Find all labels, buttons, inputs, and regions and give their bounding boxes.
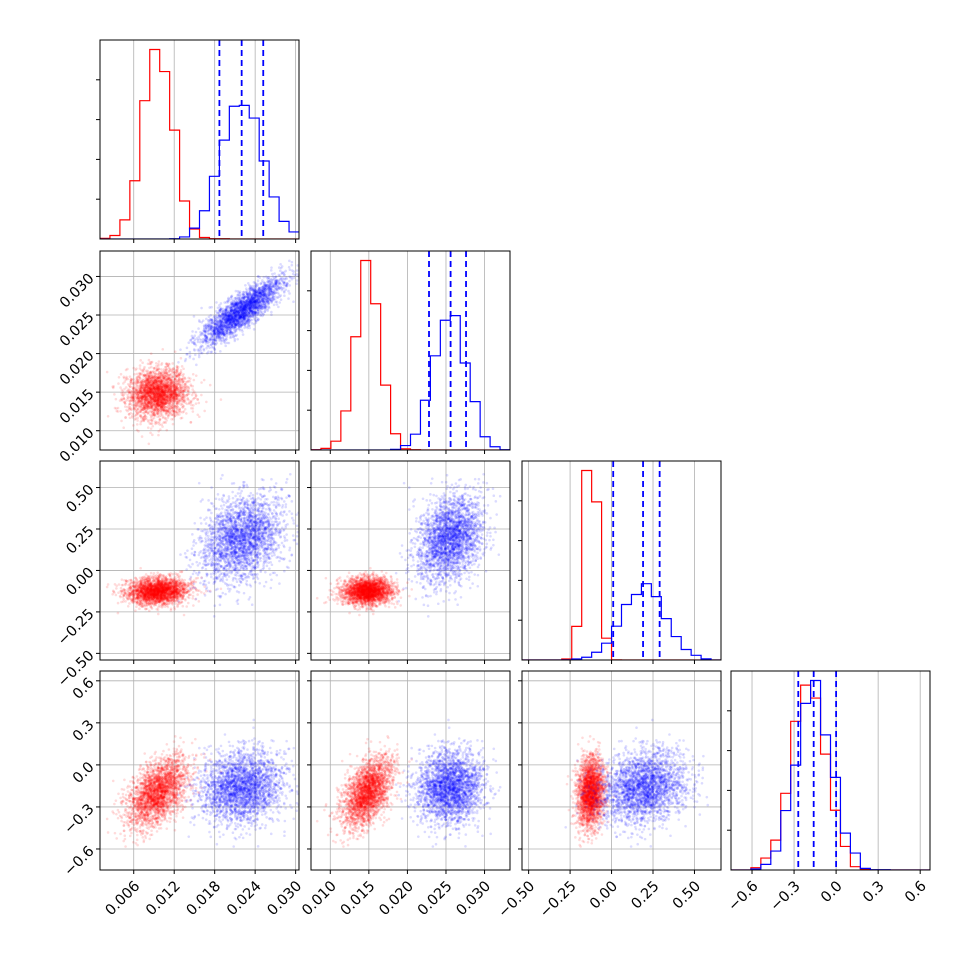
- x-tick-label: 0.024: [224, 878, 265, 919]
- histogram-panel-3: [727, 670, 931, 874]
- scatter-points-red: [315, 735, 414, 848]
- y-tick-label: 0.015: [57, 386, 98, 427]
- x-tick-label: 0.50: [670, 878, 704, 912]
- scatter-panel-3-0: [96, 670, 300, 874]
- scatter-points-red: [565, 735, 616, 848]
- y-tick-label: 0.3: [70, 717, 98, 745]
- histogram-red: [522, 469, 721, 660]
- y-tick-label: −0.6: [61, 843, 97, 879]
- histogram-blue: [522, 583, 721, 660]
- scatter-points-blue: [394, 718, 502, 848]
- x-tick-label: 0.0: [818, 878, 846, 906]
- scatter-panel-3-2: [518, 670, 722, 874]
- y-tick-label: 0.025: [57, 309, 98, 350]
- x-tick-label: 0.3: [860, 878, 888, 906]
- histogram-panel-2: [518, 460, 722, 664]
- histogram-blue: [100, 104, 299, 239]
- x-tick-label: −0.3: [767, 878, 803, 914]
- x-tick-label: 0.6: [902, 878, 930, 906]
- x-tick-label: 0.020: [376, 878, 417, 919]
- y-tick-label: 0.0: [70, 759, 98, 787]
- x-tick-label: 0.012: [143, 878, 184, 919]
- x-tick-label: −0.25: [537, 878, 580, 921]
- x-tick-label: 0.018: [184, 878, 225, 919]
- y-tick-label: 0.50: [64, 482, 98, 516]
- scatter-panel-2-0: [96, 460, 300, 664]
- scatter-points-blue: [177, 259, 299, 367]
- scatter-panel-3-1: [307, 670, 511, 874]
- y-tick-label: 0.010: [57, 425, 98, 466]
- x-tick-label: 0.00: [587, 878, 621, 912]
- y-tick-label: −0.25: [55, 606, 98, 649]
- scatter-points-red: [105, 347, 223, 446]
- histogram-blue: [311, 314, 510, 450]
- y-tick-label: 0.00: [64, 565, 98, 599]
- x-tick-label: −0.50: [496, 878, 539, 921]
- x-tick-label: 0.006: [103, 878, 144, 919]
- scatter-points-red: [105, 735, 223, 848]
- histogram-panel-0: [96, 39, 300, 243]
- scatter-points-red: [105, 566, 223, 617]
- x-tick-label: 0.015: [338, 878, 379, 919]
- histogram-panel-1: [307, 250, 511, 454]
- y-tick-label: 0.25: [64, 523, 98, 557]
- y-tick-label: 0.030: [57, 271, 98, 312]
- x-tick-label: 0.010: [299, 878, 340, 919]
- histogram-red: [311, 259, 510, 450]
- x-tick-label: 0.25: [628, 878, 662, 912]
- scatter-panel-2-1: [307, 460, 511, 664]
- histogram-red: [100, 48, 299, 239]
- y-tick-label: 0.020: [57, 348, 98, 389]
- histogram-blue: [731, 679, 930, 870]
- x-tick-label: 0.025: [415, 878, 456, 919]
- scatter-points-blue: [177, 472, 299, 618]
- x-tick-label: −0.6: [725, 878, 761, 914]
- scatter-points-blue: [177, 718, 299, 848]
- scatter-points-red: [315, 566, 414, 617]
- scatter-points-blue: [564, 718, 710, 848]
- x-tick-label: 0.030: [265, 878, 306, 919]
- scatter-panel-1-0: [96, 250, 300, 454]
- scatter-points-blue: [394, 472, 502, 618]
- y-tick-label: −0.3: [61, 801, 97, 837]
- x-tick-label: 0.030: [453, 878, 494, 919]
